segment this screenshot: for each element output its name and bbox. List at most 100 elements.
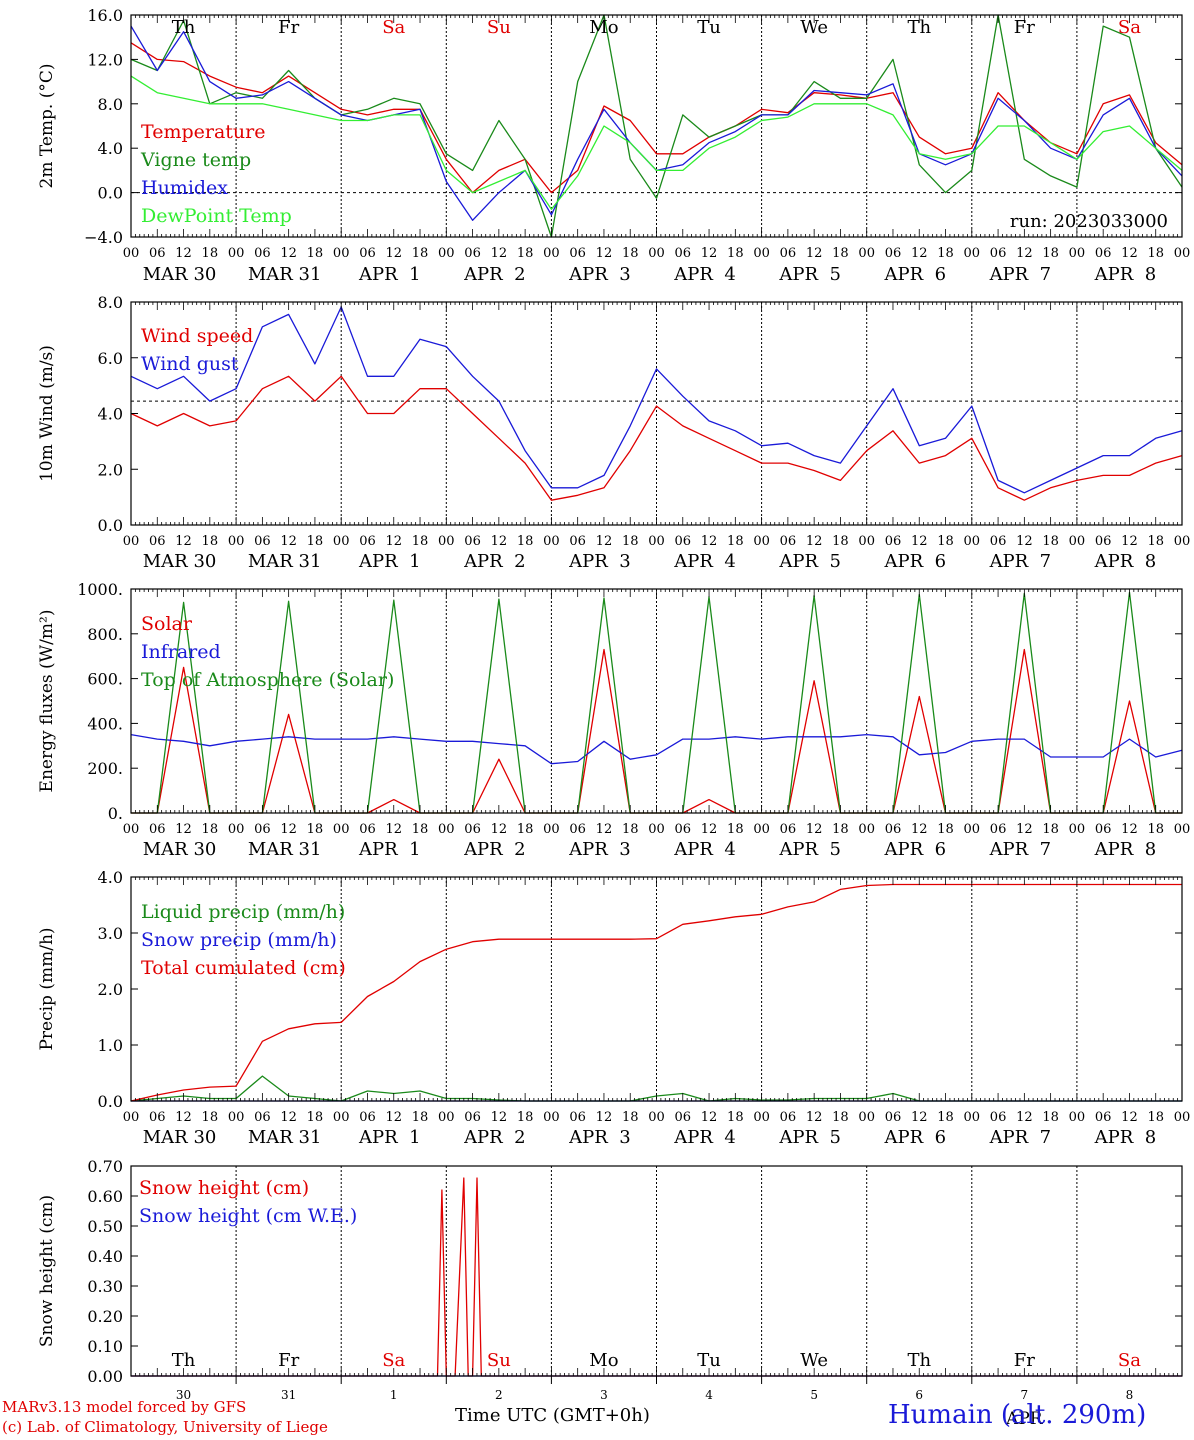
- y-tick-label: 1.0: [98, 1036, 123, 1055]
- weekday-label-8: Th: [907, 17, 931, 38]
- day-number-9: 7: [1021, 1388, 1029, 1402]
- date-label-5: APR 3: [568, 264, 631, 285]
- y-tick-label: 0.00: [87, 1367, 123, 1386]
- weekday-label-2: Fr: [278, 17, 299, 38]
- hour-label: 00: [123, 1110, 140, 1125]
- hour-label: 18: [517, 534, 534, 549]
- y-tick-label: 6.0: [98, 349, 123, 368]
- hour-label: 06: [569, 534, 586, 549]
- hour-label: 00: [1174, 534, 1191, 549]
- hour-label: 06: [464, 1110, 481, 1125]
- y-tick-label: 3.0: [98, 924, 123, 943]
- weekday-label-5: Mo: [589, 17, 618, 38]
- hour-label: 00: [964, 1110, 981, 1125]
- y-tick-label: 0.30: [87, 1277, 123, 1296]
- run-annotation: run: 2023033000: [1010, 211, 1168, 232]
- hour-label: 12: [1016, 534, 1033, 549]
- hour-label: 12: [911, 534, 928, 549]
- bottom-weekday-8: Th: [907, 1350, 931, 1371]
- panel-3: 1000. 800. 600. 400. 200. 0. Energy fluxes (W/…: [37, 580, 1190, 860]
- hour-label: 00: [438, 1110, 455, 1125]
- legend-entry-1: Snow height (cm): [139, 1177, 309, 1199]
- hour-label: 06: [569, 822, 586, 837]
- hour-label: 12: [911, 822, 928, 837]
- y-tick-label: 12.0: [87, 50, 123, 69]
- hour-label: 00: [858, 1110, 875, 1125]
- weekday-label-6: Tu: [697, 17, 721, 38]
- hour-label: 18: [937, 534, 954, 549]
- legend-entry-1: Wind speed: [141, 325, 253, 347]
- hour-label: 06: [780, 1110, 797, 1125]
- hour-label: 12: [385, 246, 402, 261]
- hour-label: 00: [123, 246, 140, 261]
- hour-label: 00: [753, 1110, 770, 1125]
- hour-label: 06: [990, 1110, 1007, 1125]
- date-label-10: APR 8: [1094, 839, 1157, 860]
- y-tick-label: 200.: [87, 759, 123, 778]
- day-number-5: 3: [600, 1388, 608, 1402]
- hour-label: 12: [175, 822, 192, 837]
- hour-label: 00: [543, 822, 560, 837]
- hour-label: 06: [885, 822, 902, 837]
- weekday-label-4: Su: [487, 17, 511, 38]
- date-label-1: MAR 30: [143, 264, 217, 285]
- y-axis-label: Energy fluxes (W/m²): [37, 610, 57, 793]
- date-label-2: MAR 31: [248, 551, 322, 572]
- bottom-weekday-5: Mo: [589, 1350, 618, 1371]
- series-line-4: [130, 75, 1183, 210]
- hour-label: 18: [832, 534, 849, 549]
- date-label-1: MAR 30: [143, 839, 217, 860]
- hour-label: 18: [727, 822, 744, 837]
- y-tick-label: 0.0: [98, 516, 123, 535]
- hour-label: 12: [175, 534, 192, 549]
- date-label-7: APR 5: [778, 1127, 841, 1148]
- legend-entry-2: Infrared: [141, 641, 221, 663]
- y-tick-label: 0.20: [87, 1307, 123, 1326]
- hour-label: 18: [202, 1110, 219, 1125]
- hour-label: 12: [911, 1110, 928, 1125]
- hour-label: 12: [596, 822, 613, 837]
- hour-label: 00: [1069, 822, 1086, 837]
- day-number-3: 1: [390, 1388, 398, 1402]
- hour-label: 18: [1147, 1110, 1164, 1125]
- panel-1: 16.0 12.0 8.0 4.0 0.0 −4.0 2m Temp. (°C) Temper…: [37, 6, 1190, 285]
- hour-label: 00: [1069, 1110, 1086, 1125]
- hour-label: 06: [254, 246, 271, 261]
- series-line-3: [130, 883, 1182, 1102]
- legend-entry-1: Temperature: [141, 121, 265, 143]
- hour-label: 00: [333, 822, 350, 837]
- date-label-2: MAR 31: [248, 839, 322, 860]
- y-tick-label: 2.0: [98, 980, 123, 999]
- date-label-6: APR 4: [673, 839, 736, 860]
- legend-entry-2: Snow height (cm W.E.): [139, 1205, 357, 1227]
- bottom-weekday-9: Fr: [1014, 1350, 1035, 1371]
- station-label: Humain (alt. 290m): [888, 1400, 1147, 1430]
- hour-label: 18: [622, 246, 639, 261]
- date-label-4: APR 2: [463, 551, 526, 572]
- hour-label: 12: [491, 822, 508, 837]
- hour-label: 12: [806, 1110, 823, 1125]
- bottom-weekday-2: Fr: [278, 1350, 299, 1371]
- legend-entry-3: Humidex: [141, 177, 228, 199]
- bottom-weekday-6: Tu: [697, 1350, 721, 1371]
- hour-label: 18: [727, 1110, 744, 1125]
- hour-label: 18: [1147, 822, 1164, 837]
- hour-label: 12: [385, 1110, 402, 1125]
- date-label-6: APR 4: [673, 264, 736, 285]
- weekday-label-7: We: [800, 17, 828, 38]
- hour-label: 06: [1095, 1110, 1112, 1125]
- y-tick-label: 400.: [87, 714, 123, 733]
- hour-label: 12: [491, 534, 508, 549]
- hour-label: 18: [307, 246, 324, 261]
- date-label-8: APR 6: [883, 264, 946, 285]
- bottom-weekday-1: Th: [172, 1350, 196, 1371]
- hour-label: 06: [990, 534, 1007, 549]
- hour-label: 00: [1174, 246, 1191, 261]
- hour-label: 12: [175, 1110, 192, 1125]
- date-label-10: APR 8: [1094, 551, 1157, 572]
- hour-label: 06: [569, 246, 586, 261]
- x-axis-label: Time UTC (GMT+0h): [455, 1405, 650, 1426]
- day-number-7: 5: [810, 1388, 818, 1402]
- hour-label: 12: [701, 1110, 718, 1125]
